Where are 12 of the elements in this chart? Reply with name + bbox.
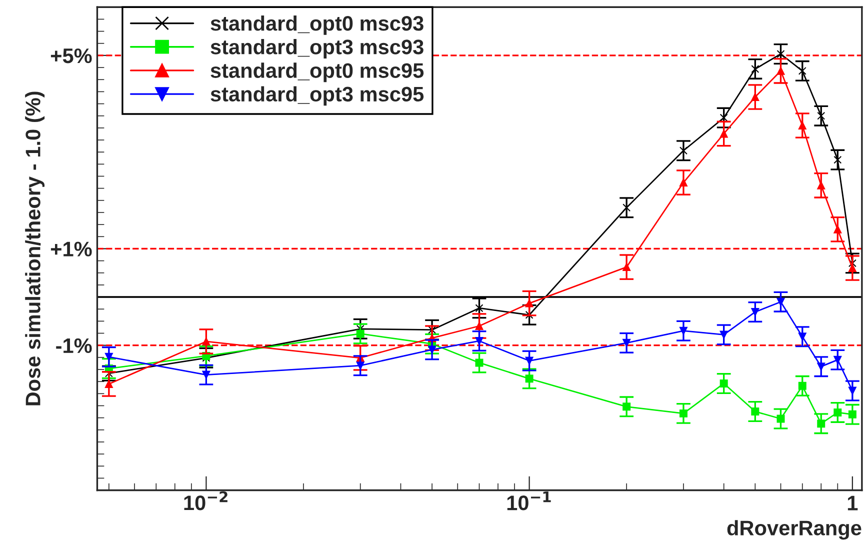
- legend-label: standard_opt3 msc95: [210, 86, 424, 106]
- y-axis-title: Dose simulation/theory - 1.0 (%): [25, 92, 45, 406]
- x-axis-title: dRoverRange: [727, 520, 862, 540]
- legend-label: standard_opt0 msc93: [210, 15, 424, 35]
- legend-label: standard_opt3 msc93: [210, 39, 424, 58]
- y-tick-label: -1%: [56, 338, 92, 354]
- y-tick-label: +5%: [50, 48, 92, 64]
- x-tick-label: 10$^{−2}$: [184, 491, 228, 510]
- legend-label: standard_opt0 msc95: [210, 62, 424, 82]
- y-tick-label: +1%: [50, 242, 92, 256]
- x-tick-label: 1: [848, 496, 858, 510]
- x-tick-label: 10$^{−1}$: [507, 491, 551, 510]
